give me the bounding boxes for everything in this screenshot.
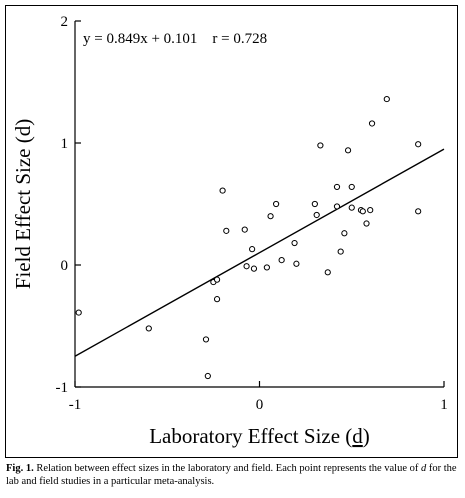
data-point	[368, 120, 376, 127]
data-point	[383, 95, 390, 103]
data-point	[202, 336, 210, 343]
regression-line	[74, 148, 445, 357]
axes	[74, 21, 444, 388]
figure-caption: Fig. 1. Relation between effect sizes in…	[6, 463, 461, 488]
regression-equation: y = 0.849x + 0.101 r = 0.728	[83, 31, 267, 47]
data-point	[311, 200, 318, 208]
data-point	[213, 276, 221, 283]
data-points	[75, 95, 422, 380]
data-point	[415, 208, 422, 215]
caption-text-after: for the lab and field studies in a parti…	[6, 463, 457, 487]
data-point	[243, 263, 250, 270]
regression-line-group	[74, 148, 445, 357]
data-point	[267, 213, 274, 220]
figure-label: Fig. 1.	[6, 463, 34, 474]
tick-marks	[74, 20, 445, 388]
data-point	[250, 265, 258, 272]
y-axis-title: Field Effect Size (d)	[11, 119, 35, 289]
data-point	[367, 207, 374, 214]
data-point	[415, 141, 422, 148]
data-point	[348, 183, 355, 191]
data-point	[263, 264, 270, 271]
scatter-chart: -1 0 1 2 -1 0 1 y = 0.849x + 0.101 r = 0.728 L…	[11, 14, 448, 448]
data-point	[204, 372, 211, 380]
x-tick-label: 1	[440, 397, 448, 413]
x-tick-label: 0	[256, 397, 264, 413]
data-point	[317, 142, 324, 149]
data-point	[241, 226, 248, 233]
tick-labels: -1 0 1 2 -1 0 1	[56, 14, 448, 413]
x-axis-title: Laboratory Effect Size (d)	[149, 424, 370, 448]
x-axis-title-text: Laboratory Effect Size (	[149, 424, 352, 448]
data-point	[219, 187, 226, 194]
data-point	[75, 309, 82, 316]
data-point	[223, 227, 230, 234]
y-tick-label: 0	[61, 258, 69, 274]
y-tick-label: 1	[61, 136, 69, 152]
data-point	[359, 208, 366, 215]
data-point	[145, 325, 152, 332]
data-point	[291, 239, 298, 247]
data-point	[213, 296, 221, 303]
data-point	[273, 200, 280, 208]
data-point	[337, 248, 344, 255]
x-axis-title-variable: d	[352, 424, 363, 448]
x-tick-label: -1	[69, 397, 82, 413]
data-point	[341, 230, 348, 237]
data-point	[333, 183, 341, 191]
data-point	[363, 220, 370, 227]
data-point	[333, 203, 341, 210]
data-point	[293, 260, 300, 267]
caption-variable: d	[421, 463, 427, 474]
figure-frame: -1 0 1 2 -1 0 1 y = 0.849x + 0.101 r = 0.728 L…	[5, 5, 458, 458]
y-tick-label: -1	[56, 380, 69, 396]
data-point	[278, 257, 285, 264]
x-axis-title-close: )	[363, 424, 370, 448]
data-point	[344, 147, 352, 154]
data-point	[313, 211, 320, 219]
data-point	[324, 269, 331, 276]
data-point	[249, 246, 256, 253]
y-tick-label: 2	[61, 14, 69, 30]
caption-text-before: Relation between effect sizes in the lab…	[33, 463, 422, 474]
data-point	[348, 204, 355, 211]
